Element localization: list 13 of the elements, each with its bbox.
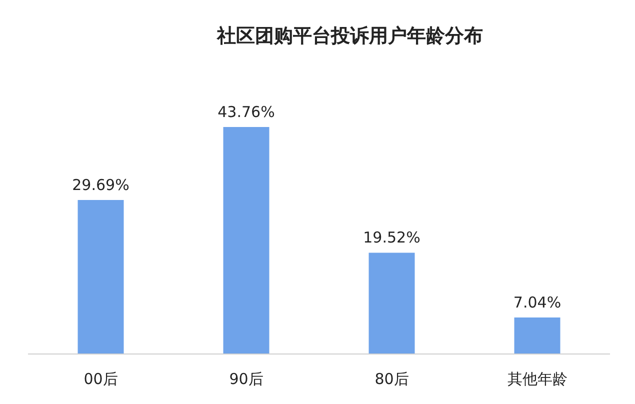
bar	[223, 127, 270, 354]
x-tick-label: 80后	[374, 370, 409, 388]
data-label: 7.04%	[513, 293, 562, 312]
x-tick-label: 90后	[229, 370, 264, 388]
data-label: 19.52%	[363, 228, 420, 247]
x-tick-label: 其他年龄	[507, 370, 568, 388]
data-label: 43.76%	[218, 103, 275, 121]
bar	[368, 252, 415, 354]
bar	[78, 200, 124, 354]
data-label: 29.69%	[72, 176, 130, 194]
bar	[514, 317, 560, 354]
x-tick-label: 00后	[84, 370, 118, 388]
chart-title: 社区团购平台投诉用户年龄分布	[216, 25, 483, 47]
